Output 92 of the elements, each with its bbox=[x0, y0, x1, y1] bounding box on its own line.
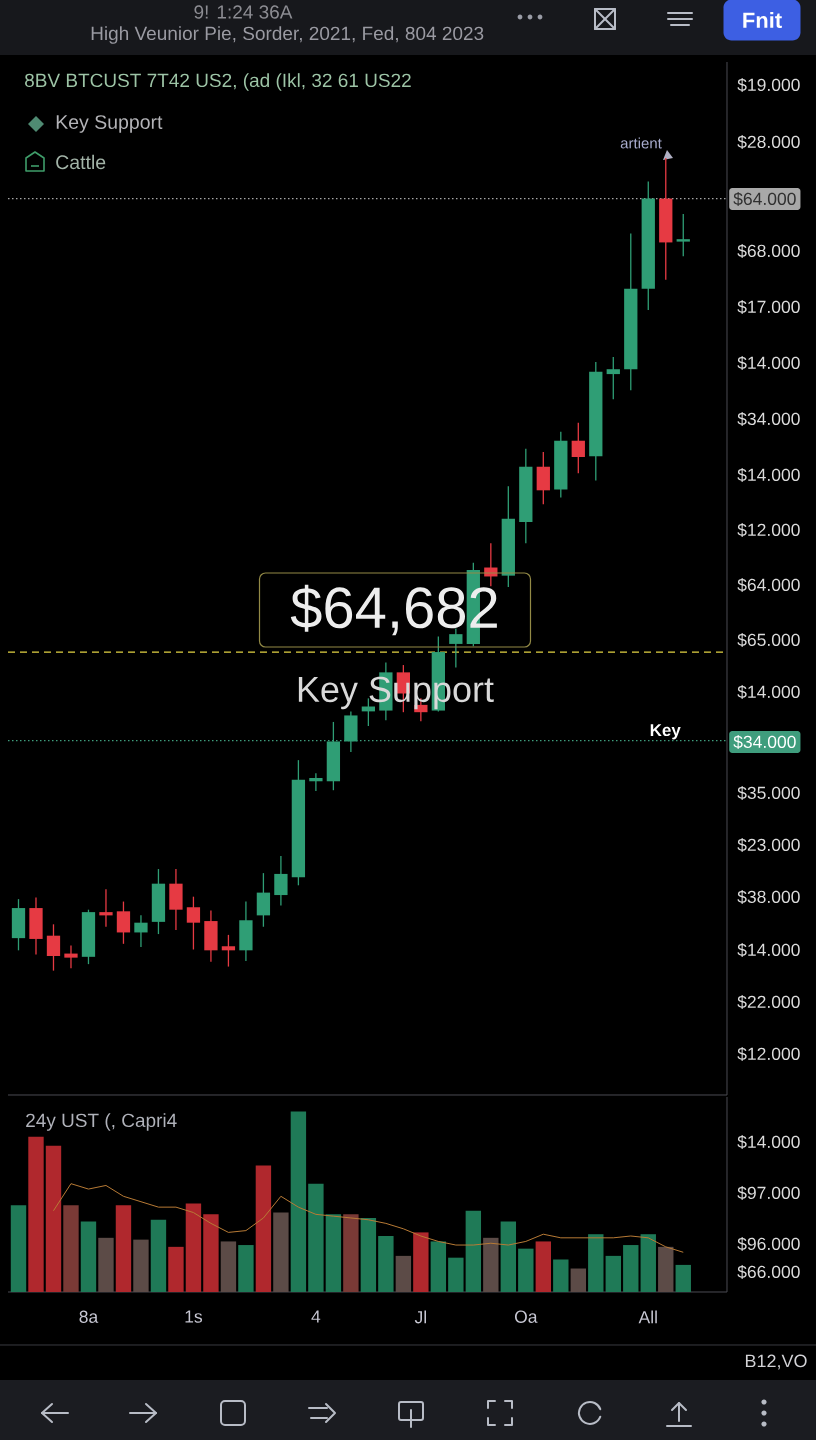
candlestick bbox=[309, 772, 323, 792]
bar bbox=[133, 1239, 149, 1292]
bar bbox=[570, 1268, 586, 1292]
text: $64.000 bbox=[733, 191, 796, 207]
chart-title: 8BV BTCUST 7T42 US2, (ad (Ikl, 32 61 US22 bbox=[25, 73, 411, 91]
text: $14.000 bbox=[737, 355, 800, 371]
candlestick bbox=[64, 944, 78, 969]
candlestick bbox=[116, 900, 131, 945]
bar bbox=[465, 1210, 482, 1292]
bar bbox=[500, 1221, 517, 1292]
candlestick bbox=[536, 451, 550, 505]
text: $14.000 bbox=[737, 467, 800, 483]
bar bbox=[80, 1221, 97, 1292]
bar bbox=[168, 1246, 184, 1292]
text: $64.000 bbox=[737, 577, 800, 593]
candlestick bbox=[256, 872, 271, 928]
candlestick bbox=[99, 888, 113, 928]
bar bbox=[325, 1214, 342, 1292]
bar bbox=[98, 1237, 114, 1292]
bar bbox=[220, 1241, 237, 1292]
text: $23.000 bbox=[737, 837, 800, 853]
annotation: Cattle bbox=[56, 154, 106, 170]
bar bbox=[10, 1205, 27, 1292]
bar bbox=[605, 1255, 621, 1292]
candlestick bbox=[606, 356, 620, 400]
candlestick bbox=[571, 422, 585, 474]
bar bbox=[360, 1217, 377, 1292]
candlestick bbox=[274, 855, 288, 907]
bar bbox=[640, 1234, 656, 1292]
bar bbox=[448, 1257, 464, 1292]
bar bbox=[675, 1264, 691, 1292]
text: $17.000 bbox=[737, 299, 800, 315]
text: $35.000 bbox=[737, 785, 800, 801]
text: $14.000 bbox=[737, 1134, 800, 1150]
x-tick-label: All bbox=[638, 1310, 657, 1324]
x-tick-label: 1s bbox=[185, 1310, 203, 1323]
candlestick bbox=[46, 923, 61, 972]
bar bbox=[308, 1183, 324, 1292]
text: $66.000 bbox=[737, 1264, 800, 1280]
bar bbox=[273, 1212, 289, 1292]
text: $22.000 bbox=[737, 994, 800, 1010]
text: $19.000 bbox=[737, 77, 800, 93]
text: $97.000 bbox=[737, 1185, 800, 1201]
bar bbox=[255, 1165, 272, 1292]
bar bbox=[535, 1241, 552, 1292]
bar bbox=[238, 1245, 254, 1292]
candlestick bbox=[186, 896, 201, 951]
text: $68.000 bbox=[737, 243, 800, 259]
text: $34.000 bbox=[737, 411, 800, 427]
bar bbox=[553, 1259, 569, 1292]
candlestick bbox=[676, 213, 690, 257]
x-tick-label: Oa bbox=[514, 1310, 538, 1323]
text: $96.000 bbox=[737, 1236, 800, 1252]
bar bbox=[63, 1205, 79, 1292]
text: $34.000 bbox=[733, 734, 796, 750]
bar bbox=[430, 1241, 447, 1292]
bar bbox=[378, 1236, 394, 1292]
bar bbox=[150, 1219, 167, 1292]
text: $12.000 bbox=[737, 1046, 800, 1062]
text: $38.000 bbox=[737, 889, 800, 905]
bar bbox=[290, 1111, 307, 1292]
bar bbox=[28, 1136, 44, 1292]
x-tick-label: 8a bbox=[79, 1310, 99, 1323]
text: $14.000 bbox=[737, 942, 800, 958]
chart-title: 24y UST (, Capri4 bbox=[26, 1113, 177, 1131]
text: $14.000 bbox=[737, 684, 800, 700]
text: Key Support bbox=[56, 115, 163, 133]
bar bbox=[343, 1214, 359, 1292]
bar bbox=[658, 1246, 674, 1292]
bar bbox=[483, 1237, 499, 1292]
chart-subtitle: High Veunior Pie, Sorder, 2021, Fed, 804 2023 bbox=[91, 26, 484, 44]
bar bbox=[115, 1205, 132, 1292]
bar bbox=[395, 1255, 412, 1292]
bar bbox=[588, 1234, 604, 1292]
bar bbox=[185, 1203, 202, 1292]
bar bbox=[518, 1248, 534, 1292]
bar bbox=[203, 1214, 219, 1292]
text: $65.000 bbox=[737, 632, 800, 648]
annotation: Key bbox=[650, 724, 681, 740]
text: $28.000 bbox=[737, 134, 800, 150]
text: Fnit bbox=[743, 11, 782, 29]
bar bbox=[623, 1245, 639, 1292]
text: artient bbox=[620, 137, 662, 149]
x-tick-label: 4 bbox=[311, 1310, 321, 1323]
x-tick-label: Jl bbox=[414, 1310, 426, 1324]
text: 9! 1:24 36A bbox=[194, 5, 293, 19]
bar bbox=[413, 1232, 429, 1292]
text: $12.000 bbox=[737, 522, 800, 538]
candlestick bbox=[221, 934, 236, 968]
bar bbox=[45, 1145, 62, 1292]
candlestick bbox=[134, 914, 148, 948]
text: B12,VO bbox=[745, 1354, 807, 1370]
